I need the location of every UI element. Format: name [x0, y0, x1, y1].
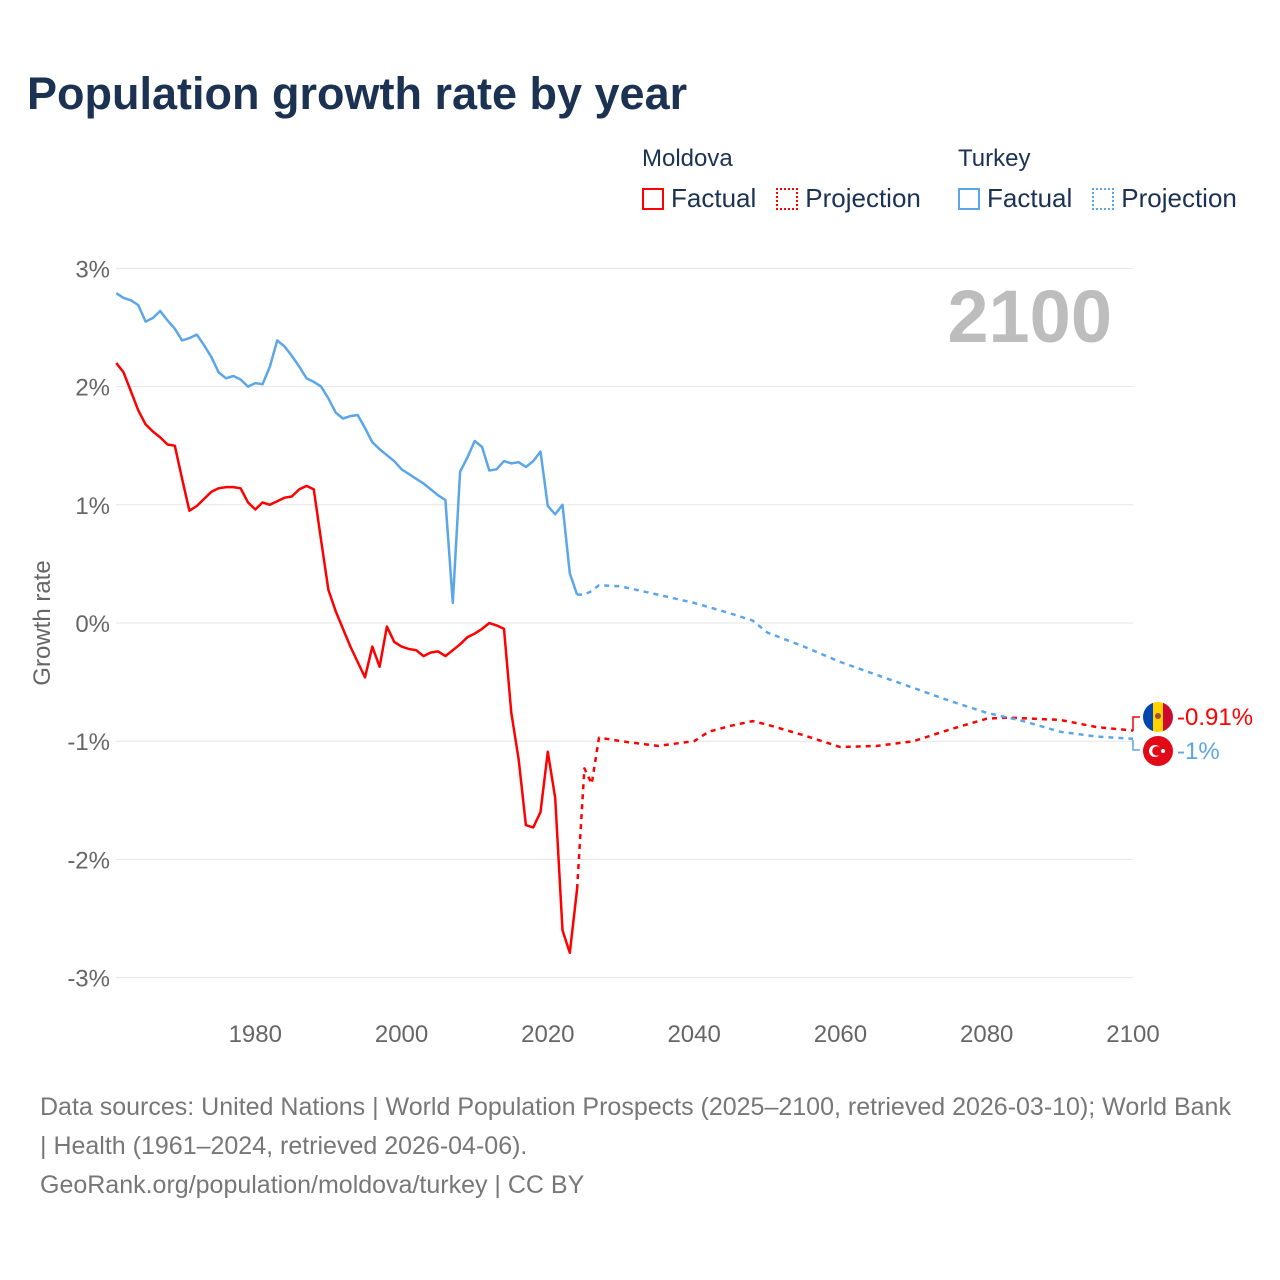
x-tick-label: 2000	[375, 1021, 428, 1048]
data-sources: Data sources: United Nations | World Pop…	[40, 1093, 1231, 1160]
y-tick-label: 1%	[75, 493, 110, 520]
legend-swatch-solid-icon	[958, 187, 980, 210]
turkey-factual-line	[115, 292, 579, 605]
x-tick-label: 2020	[521, 1021, 574, 1048]
moldova-projection-line	[575, 716, 1134, 890]
y-axis-label: Growth rate	[29, 560, 56, 685]
turkey-end-value: -1%	[1177, 738, 1220, 765]
x-tick-label: 1980	[229, 1021, 282, 1048]
moldova-label-connector	[1132, 716, 1140, 731]
y-tick-label: 2%	[75, 375, 110, 402]
x-tick-label: 2080	[960, 1021, 1013, 1048]
legend-country-turkey: Turkey	[958, 145, 1031, 172]
chart-title: Population growth rate by year	[27, 68, 688, 119]
footer: Data sources: United Nations | World Pop…	[40, 1088, 1240, 1205]
legend-turkey: Turkey Factual Projection	[958, 145, 1251, 214]
legend-swatch-dotted-icon	[776, 187, 799, 210]
legend-label: Projection	[805, 183, 921, 213]
moldova-flag-icon	[1143, 702, 1173, 732]
chart-plot: 3% 2% 1% 0% -1% -2% -3% 1980 2000 2020 2040 2060 208…	[29, 256, 1253, 1048]
y-tick-label: -3%	[67, 966, 110, 993]
legend-label: Projection	[1121, 183, 1237, 213]
x-tick-label: 2040	[667, 1021, 720, 1048]
y-tick-label: -2%	[67, 847, 110, 874]
legend-turkey-factual[interactable]: Factual	[958, 183, 1072, 214]
year-watermark: 2100	[947, 275, 1112, 358]
turkey-label-connector	[1132, 740, 1140, 751]
turkey-flag-icon	[1143, 736, 1173, 766]
legend-moldova-factual[interactable]: Factual	[642, 183, 756, 214]
x-tick-label: 2060	[814, 1021, 867, 1048]
turkey-projection-line	[577, 583, 1134, 741]
legend-moldova: Moldova Factual Projection	[642, 145, 935, 214]
legend-label: Factual	[671, 183, 757, 213]
legend-swatch-solid-icon	[642, 187, 664, 210]
x-tick-label: 2100	[1106, 1021, 1159, 1048]
legend-swatch-dotted-icon	[1092, 187, 1115, 210]
y-tick-label: 0%	[75, 611, 110, 638]
moldova-factual-line	[115, 362, 579, 955]
legend-country-moldova: Moldova	[642, 145, 733, 172]
y-tick-label: 3%	[75, 256, 110, 283]
legend-moldova-projection[interactable]: Projection	[776, 183, 921, 214]
legend-label: Factual	[987, 183, 1073, 213]
y-tick-label: -1%	[67, 729, 110, 756]
attribution-link[interactable]: GeoRank.org/population/moldova/turkey | …	[40, 1171, 585, 1199]
moldova-end-value: -0.91%	[1177, 704, 1253, 731]
legend-turkey-projection[interactable]: Projection	[1092, 183, 1237, 214]
